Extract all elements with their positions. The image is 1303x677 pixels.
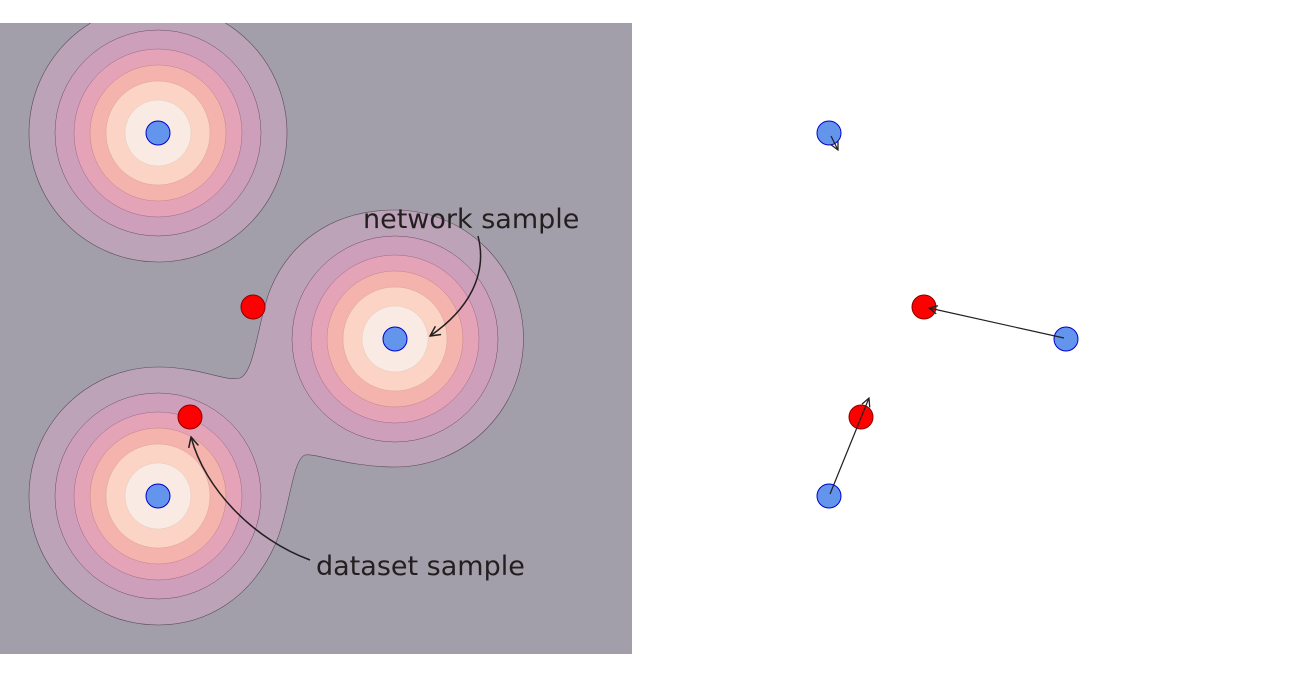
density-panel: network sample dataset sample — [0, 23, 632, 654]
dataset-sample-label: dataset sample — [316, 551, 525, 582]
straight-arrow-icon — [831, 135, 838, 150]
straight-arrow-icon — [829, 398, 869, 495]
dataset-sample-point — [911, 294, 937, 320]
network-sample-point — [382, 326, 408, 352]
displacement-panel — [816, 120, 1079, 509]
network-sample-point — [816, 483, 842, 509]
network-sample-point — [816, 120, 842, 146]
curved-arrow-icon — [191, 437, 311, 561]
network-sample-point — [145, 483, 171, 509]
network-sample-point — [145, 120, 171, 146]
straight-arrow-icon — [929, 308, 1065, 339]
dataset-sample-point — [240, 294, 266, 320]
dataset-sample-point — [177, 404, 203, 430]
curved-arrow-icon — [430, 235, 482, 336]
network-sample-label: network sample — [363, 204, 579, 235]
network-sample-point — [1053, 326, 1079, 352]
